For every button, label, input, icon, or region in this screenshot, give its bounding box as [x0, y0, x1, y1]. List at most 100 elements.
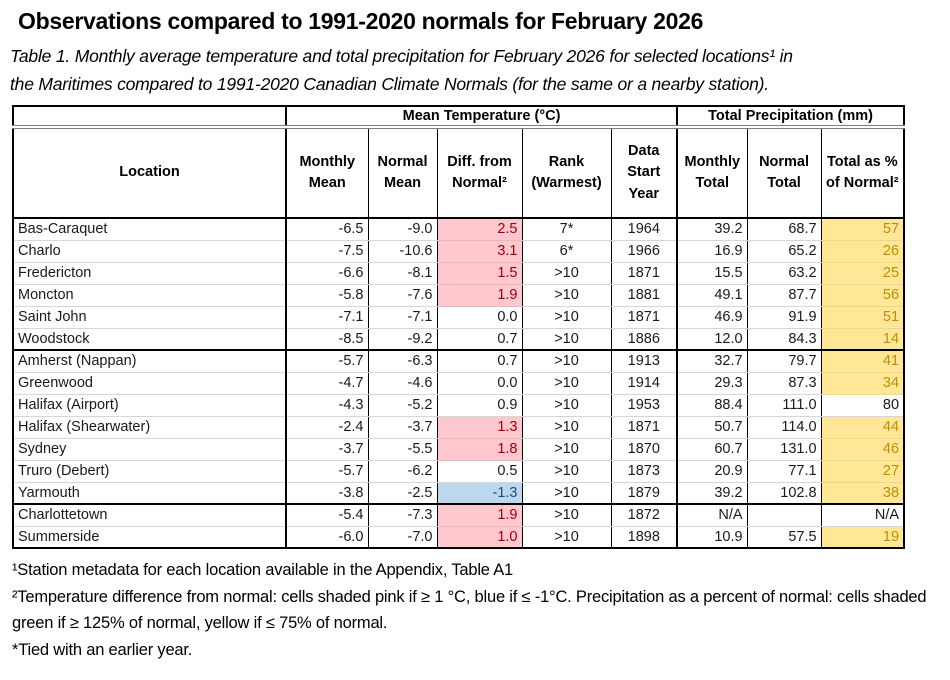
cell-normal-total: 102.8 — [747, 482, 822, 505]
cell-monthly-total: N/A — [677, 504, 748, 527]
report-page: Observations compared to 1991-2020 norma… — [10, 8, 942, 663]
table-row: Charlottetown -5.4 -7.3 1.9 >10 1872 N/A N/A — [13, 504, 905, 527]
cell-monthly-total: 16.9 — [677, 240, 748, 263]
cell-location: Truro (Debert) — [13, 460, 287, 483]
column-header-rank-warmest: Rank (Warmest) — [522, 127, 612, 219]
cell-start-year: 1913 — [611, 350, 679, 373]
cell-monthly-mean: -5.8 — [286, 284, 369, 307]
cell-location: Yarmouth — [13, 482, 287, 505]
table-row: Moncton -5.8 -7.6 1.9 >10 1881 49.1 87.7 56 — [13, 284, 905, 307]
cell-start-year: 1953 — [611, 394, 679, 417]
table-row: Amherst (Nappan) -5.7 -6.3 0.7 >10 1913 32.7 79… — [13, 350, 905, 373]
cell-normal-mean: -7.1 — [368, 306, 438, 329]
footnotes: ¹Station metadata for each location avai… — [12, 557, 942, 663]
cell-start-year: 1964 — [611, 218, 679, 241]
cell-monthly-total: 32.7 — [677, 350, 748, 373]
cell-normal-total: 87.7 — [747, 284, 822, 307]
corner-cell — [13, 106, 287, 129]
cell-monthly-total: 39.2 — [677, 482, 748, 505]
cell-rank: 6* — [522, 240, 612, 263]
table-row: Halifax (Airport) -4.3 -5.2 0.9 >10 1953 88.4 1… — [13, 394, 905, 417]
cell-monthly-mean: -6.0 — [286, 526, 369, 548]
cell-diff: 1.5 — [437, 262, 523, 285]
cell-normal-total: 114.0 — [747, 416, 822, 439]
cell-monthly-total: 29.3 — [677, 372, 748, 395]
cell-monthly-mean: -5.4 — [286, 504, 369, 527]
cell-normal-total: 84.3 — [747, 328, 822, 351]
cell-normal-total: 91.9 — [747, 306, 822, 329]
cell-rank: >10 — [522, 394, 612, 417]
table-row: Yarmouth -3.8 -2.5 -1.3 >10 1879 39.2 102.8 38 — [13, 482, 905, 505]
table-row: Truro (Debert) -5.7 -6.2 0.5 >10 1873 20.9 77.1… — [13, 460, 905, 483]
cell-pct: 27 — [821, 460, 905, 483]
cell-normal-total: 57.5 — [747, 526, 822, 548]
column-header-diff-from-normal: Diff. from Normal² — [437, 127, 523, 219]
footnote-shading-rules: ²Temperature difference from normal: cel… — [12, 587, 927, 633]
cell-monthly-mean: -5.7 — [286, 460, 369, 483]
group-header-row: Mean Temperature (°C) Total Precipitatio… — [13, 106, 905, 129]
cell-monthly-mean: -4.3 — [286, 394, 369, 417]
cell-monthly-total: 15.5 — [677, 262, 748, 285]
cell-location: Moncton — [13, 284, 287, 307]
cell-pct: N/A — [821, 504, 905, 527]
cell-rank: >10 — [522, 350, 612, 373]
cell-rank: >10 — [522, 262, 612, 285]
cell-monthly-mean: -6.5 — [286, 218, 369, 241]
column-header-normal-mean: Normal Mean — [368, 127, 438, 219]
cell-monthly-mean: -2.4 — [286, 416, 369, 439]
cell-normal-mean: -7.6 — [368, 284, 438, 307]
cell-normal-total: 111.0 — [747, 394, 822, 417]
cell-rank: >10 — [522, 416, 612, 439]
column-header-total-pct-of-normal: Total as % of Normal² — [821, 127, 905, 219]
caption-line-1: Table 1. Monthly average temperature and… — [10, 46, 793, 66]
cell-normal-mean: -8.1 — [368, 262, 438, 285]
cell-pct: 38 — [821, 482, 905, 505]
cell-start-year: 1871 — [611, 306, 679, 329]
cell-start-year: 1871 — [611, 262, 679, 285]
cell-monthly-total: 49.1 — [677, 284, 748, 307]
cell-monthly-total: 60.7 — [677, 438, 748, 461]
cell-pct: 46 — [821, 438, 905, 461]
cell-normal-mean: -9.2 — [368, 328, 438, 351]
cell-rank: >10 — [522, 372, 612, 395]
cell-location: Sydney — [13, 438, 287, 461]
table-caption: Table 1. Monthly average temperature and… — [10, 42, 942, 98]
cell-normal-mean: -7.0 — [368, 526, 438, 548]
table-row: Saint John -7.1 -7.1 0.0 >10 1871 46.9 91.9 51 — [13, 306, 905, 329]
cell-location: Amherst (Nappan) — [13, 350, 287, 373]
table-body: Bas-Caraquet -6.5 -9.0 2.5 7* 1964 39.2 68.7 57 C… — [13, 218, 905, 548]
cell-normal-mean: -5.2 — [368, 394, 438, 417]
cell-pct: 41 — [821, 350, 905, 373]
cell-rank: >10 — [522, 306, 612, 329]
cell-diff: 2.5 — [437, 218, 523, 241]
cell-normal-total: 77.1 — [747, 460, 822, 483]
column-header-monthly-total: Monthly Total — [677, 127, 748, 219]
cell-monthly-mean: -7.5 — [286, 240, 369, 263]
cell-rank: >10 — [522, 328, 612, 351]
cell-rank: 7* — [522, 218, 612, 241]
cell-monthly-mean: -6.6 — [286, 262, 369, 285]
temperature-group-header: Mean Temperature (°C) — [286, 106, 679, 129]
cell-normal-mean: -2.5 — [368, 482, 438, 505]
table-row: Sydney -3.7 -5.5 1.8 >10 1870 60.7 131.0 46 — [13, 438, 905, 461]
cell-normal-total: 87.3 — [747, 372, 822, 395]
cell-monthly-mean: -3.7 — [286, 438, 369, 461]
cell-normal-mean: -6.3 — [368, 350, 438, 373]
cell-start-year: 1871 — [611, 416, 679, 439]
cell-location: Halifax (Shearwater) — [13, 416, 287, 439]
cell-diff: 0.0 — [437, 372, 523, 395]
cell-normal-total: 68.7 — [747, 218, 822, 241]
cell-location: Bas-Caraquet — [13, 218, 287, 241]
cell-normal-total: 131.0 — [747, 438, 822, 461]
table-row: Fredericton -6.6 -8.1 1.5 >10 1871 15.5 63.2 25 — [13, 262, 905, 285]
cell-pct: 51 — [821, 306, 905, 329]
column-header-row: Location Monthly Mean Normal Mean Diff. … — [13, 127, 905, 219]
cell-start-year: 1966 — [611, 240, 679, 263]
column-header-location: Location — [13, 127, 287, 219]
cell-start-year: 1886 — [611, 328, 679, 351]
cell-diff: 1.3 — [437, 416, 523, 439]
cell-pct: 26 — [821, 240, 905, 263]
cell-monthly-total: 10.9 — [677, 526, 748, 548]
page-title: Observations compared to 1991-2020 norma… — [18, 8, 704, 34]
column-header-data-start-year: Data Start Year — [611, 127, 679, 219]
